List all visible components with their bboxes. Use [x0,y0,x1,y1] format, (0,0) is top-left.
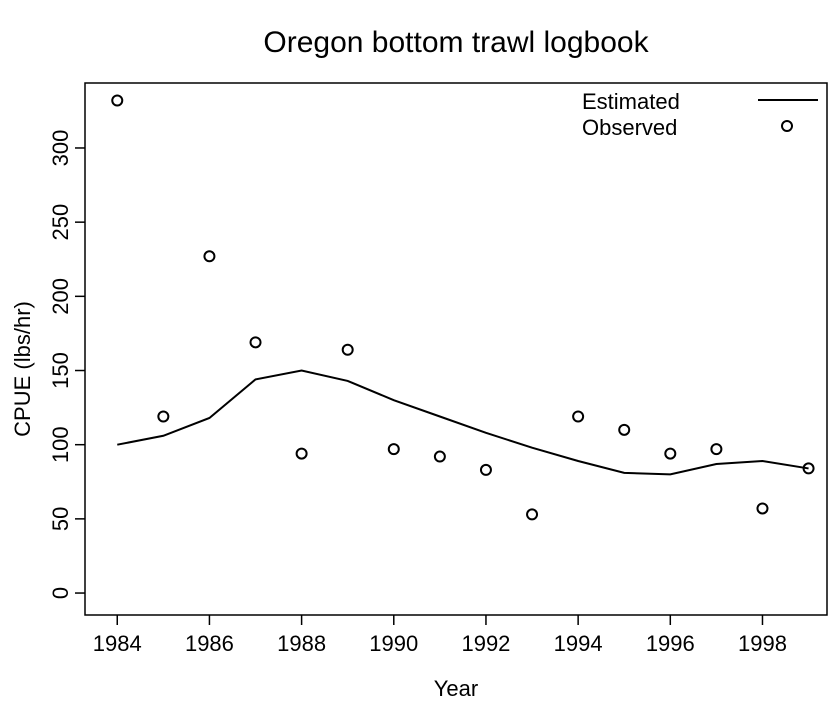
y-tick-label: 300 [48,130,73,167]
x-tick-label: 1994 [554,631,603,656]
observed-point [433,450,446,463]
y-tick-label: 150 [48,352,73,389]
legend-label: Observed [582,115,677,140]
observed-point [203,250,216,263]
observed-point [387,443,400,456]
y-tick-label: 50 [48,507,73,531]
x-tick-label: 1990 [369,631,418,656]
observed-point [618,423,631,436]
observed-point [295,447,308,460]
estimated-line [117,369,809,476]
legend-label: Estimated [582,89,680,114]
observed-point [572,410,585,423]
x-tick-label: 1986 [185,631,234,656]
observed-point [249,336,262,349]
observed-point [157,410,170,423]
observed-point [802,462,815,475]
chart-title: Oregon bottom trawl logbook [263,26,649,59]
x-tick-label: 1998 [738,631,787,656]
observed-point [664,447,677,460]
y-tick-label: 200 [48,278,73,315]
legend-point [781,120,793,132]
x-tick-label: 1992 [461,631,510,656]
observed-point [479,463,492,476]
x-tick-label: 1996 [646,631,695,656]
plot-box [84,82,828,616]
y-tick-label: 100 [48,426,73,463]
y-tick-label: 0 [48,587,73,599]
y-tick-label: 250 [48,204,73,241]
x-tick-label: 1984 [93,631,142,656]
observed-point [341,343,354,356]
x-axis-label: Year [434,676,478,701]
y-axis-label: CPUE (lbs/hr) [10,301,35,437]
observed-point [526,508,539,521]
x-tick-label: 1988 [277,631,326,656]
observed-point [111,94,124,107]
observed-point [756,502,769,515]
observed-point [710,443,723,456]
